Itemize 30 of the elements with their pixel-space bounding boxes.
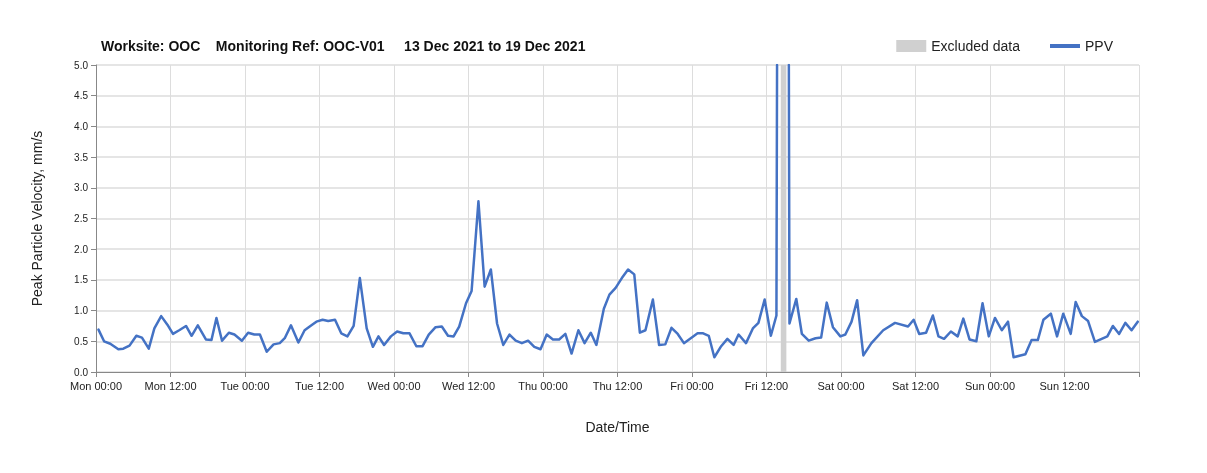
x-tick-label: Wed 00:00 <box>367 379 421 392</box>
y-tick-label: 0.5 <box>74 335 89 347</box>
y-axis-title: Peak Particle Velocity, mm/s <box>29 130 45 307</box>
y-tick-label: 1.0 <box>74 305 89 317</box>
chart-title: Worksite: OOC Monitoring Ref: OOC-V01 13 Dec 2021 to 19 Dec 2021 <box>101 38 586 54</box>
x-tick-label: Sun 00:00 <box>964 379 1016 392</box>
x-tick-label: Tue 00:00 <box>220 379 270 392</box>
y-tick-label: 4.0 <box>74 120 89 132</box>
y-tick-label: 1.5 <box>74 274 89 286</box>
x-tick-label: Sat 12:00 <box>891 379 940 392</box>
y-tick-label: 3.5 <box>74 151 89 163</box>
x-axis-title: Date/Time <box>585 419 650 435</box>
x-tick-label: Fri 12:00 <box>744 379 789 392</box>
y-tick-label: 2.0 <box>74 243 89 255</box>
legend-label: PPV <box>1084 38 1114 54</box>
x-tick-label: Sun 12:00 <box>1039 379 1090 392</box>
y-tick-label: 5.0 <box>74 59 89 71</box>
x-tick-label: Fri 00:00 <box>670 379 714 392</box>
x-tick-label: Thu 12:00 <box>592 379 643 392</box>
legend-label: Excluded data <box>931 38 1021 54</box>
x-tick-label: Mon 00:00 <box>70 379 122 392</box>
y-tick-label: 3.0 <box>74 182 89 194</box>
y-tick-label: 2.5 <box>74 213 89 224</box>
x-tick-label: Tue 12:00 <box>294 379 345 392</box>
y-tick-label: 0.0 <box>74 366 89 378</box>
y-tick-label: 4.5 <box>74 90 89 102</box>
x-tick-label: Mon 12:00 <box>144 379 197 392</box>
x-tick-label: Thu 00:00 <box>518 379 568 392</box>
x-tick-label: Wed 12:00 <box>441 379 496 392</box>
x-tick-label: Sat 00:00 <box>817 379 865 392</box>
